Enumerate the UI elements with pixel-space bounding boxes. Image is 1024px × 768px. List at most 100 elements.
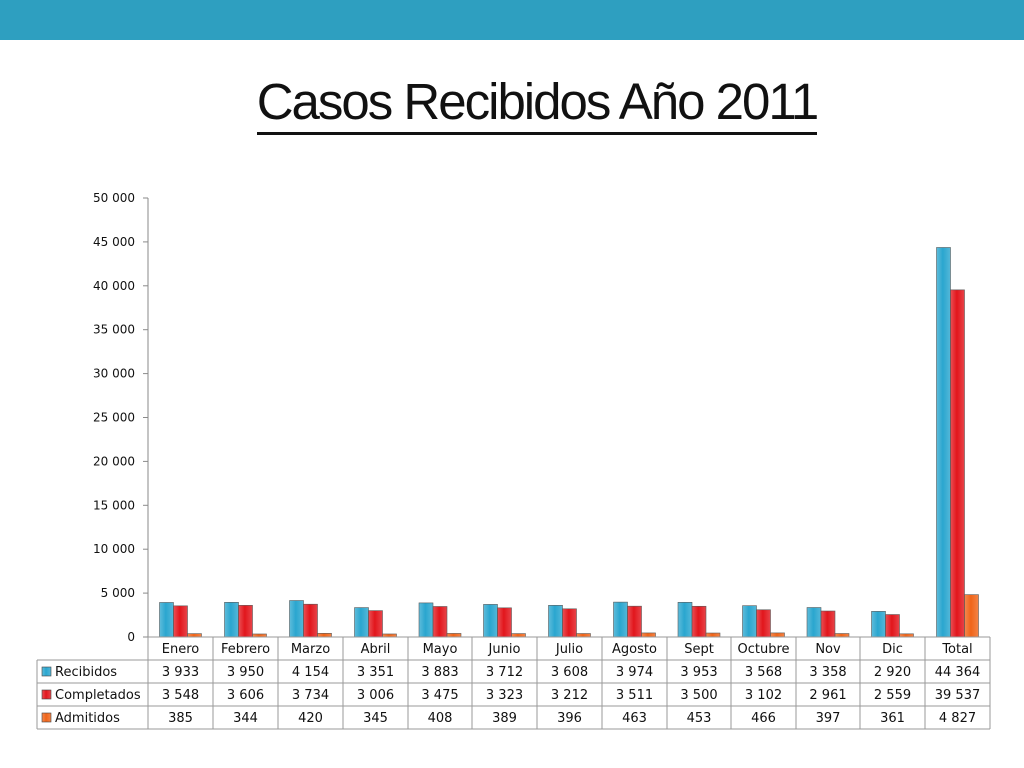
bar-recibidos-marzo <box>289 600 304 638</box>
y-tick-label: 5 000 <box>101 586 135 600</box>
data-label-completados: 3 475 <box>421 688 458 703</box>
bar-admitidos-junio <box>511 633 526 638</box>
data-table: Enero Febrero Marzo Abril Mayo Junio Julio Agos… <box>36 636 991 730</box>
data-label-admitidos: 345 <box>363 711 388 726</box>
data-label-recibidos: 3 568 <box>745 665 782 680</box>
data-label-recibidos: 3 608 <box>551 665 588 680</box>
y-tick-label: 45 000 <box>93 235 135 249</box>
bar-admitidos-marzo <box>317 633 332 638</box>
bar-recibidos-sept <box>677 601 693 638</box>
data-label-recibidos: 4 154 <box>292 665 329 680</box>
data-label-admitidos: 389 <box>492 711 517 726</box>
data-label-recibidos: 3 883 <box>421 665 458 680</box>
data-label-recibidos: 3 712 <box>486 665 523 680</box>
category-label: Sept <box>684 642 714 657</box>
data-label-recibidos: 44 364 <box>935 665 981 680</box>
bar-recibidos-abril <box>354 607 369 638</box>
data-label-completados: 3 511 <box>616 688 653 703</box>
y-tick-label: 40 000 <box>93 279 135 293</box>
bar-admitidos-agosto <box>641 632 656 638</box>
data-label-admitidos: 466 <box>751 711 776 726</box>
legend-label-completados: Completados <box>55 688 141 703</box>
data-label-completados: 3 734 <box>292 688 329 703</box>
bar-recibidos-julio <box>548 605 563 638</box>
data-label-completados: 2 961 <box>809 688 846 703</box>
legend-swatch-admitidos <box>41 712 52 723</box>
y-tick-label: 10 000 <box>93 542 135 556</box>
category-label: Agosto <box>612 642 657 657</box>
legend-swatch-recibidos <box>41 666 52 677</box>
y-tick-label: 50 000 <box>93 191 135 205</box>
data-label-admitidos: 396 <box>557 711 582 726</box>
category-label: Junio <box>488 642 521 657</box>
bar-recibidos-junio <box>483 604 498 638</box>
category-label: Octubre <box>737 642 789 657</box>
data-label-recibidos: 3 933 <box>162 665 199 680</box>
bar-completados-enero <box>173 605 188 638</box>
bar-completados-nov <box>820 610 836 638</box>
bar-completados-marzo <box>303 603 318 638</box>
bar-admitidos-julio <box>576 633 591 638</box>
bar-admitidos-total <box>964 594 979 638</box>
data-label-recibidos: 3 358 <box>809 665 846 680</box>
data-label-recibidos: 2 920 <box>874 665 911 680</box>
y-tick-label: 35 000 <box>93 323 135 337</box>
legend-label-recibidos: Recibidos <box>55 665 117 680</box>
data-label-recibidos: 3 351 <box>357 665 394 680</box>
data-label-completados: 3 606 <box>227 688 264 703</box>
bar-admitidos-sept <box>705 632 721 638</box>
data-label-admitidos: 361 <box>880 711 905 726</box>
data-label-recibidos: 3 974 <box>616 665 653 680</box>
y-tick-label: 20 000 <box>93 454 135 468</box>
page-title: Casos Recibidos Año 2011 <box>256 74 819 135</box>
y-tick-label: 25 000 <box>93 411 135 425</box>
bar-recibidos-octubre <box>742 605 757 638</box>
data-label-admitidos: 397 <box>816 711 841 726</box>
y-tick-label: 0 <box>127 630 135 644</box>
bar-recibidos-agosto <box>613 601 628 638</box>
bar-completados-sept <box>691 605 707 638</box>
bar-completados-total <box>950 289 965 638</box>
bar-admitidos-mayo <box>446 633 462 638</box>
bar-recibidos-dic <box>871 611 886 638</box>
data-label-completados: 3 548 <box>162 688 199 703</box>
legend-label-admitidos: Admitidos <box>55 711 120 726</box>
category-label: Enero <box>162 642 200 657</box>
data-label-recibidos: 3 953 <box>680 665 717 680</box>
bar-completados-octubre <box>756 609 771 638</box>
bars <box>159 247 979 638</box>
data-label-completados: 3 323 <box>486 688 523 703</box>
bar-recibidos-mayo <box>418 602 434 638</box>
data-label-admitidos: 420 <box>298 711 323 726</box>
bar-recibidos-total <box>936 247 951 638</box>
y-tick-label: 30 000 <box>93 367 135 381</box>
page-title-wrapper: Casos Recibidos Año 2011 <box>0 72 1024 135</box>
y-tick-label: 15 000 <box>93 498 135 512</box>
data-label-admitidos: 385 <box>168 711 193 726</box>
data-label-completados: 2 559 <box>874 688 911 703</box>
category-label: Julio <box>555 642 583 657</box>
bar-recibidos-nov <box>806 607 822 638</box>
category-label: Febrero <box>221 642 270 657</box>
data-label-recibidos: 3 950 <box>227 665 264 680</box>
bar-completados-julio <box>562 608 577 638</box>
data-label-admitidos: 408 <box>428 711 453 726</box>
bar-admitidos-enero <box>187 633 202 638</box>
header-bar <box>0 0 1024 40</box>
legend-swatch-completados <box>41 689 52 700</box>
data-label-admitidos: 344 <box>233 711 258 726</box>
bar-completados-dic <box>885 614 900 638</box>
data-label-admitidos: 453 <box>687 711 712 726</box>
data-label-completados: 3 212 <box>551 688 588 703</box>
category-label: Mayo <box>423 642 458 657</box>
category-label: Nov <box>815 642 841 657</box>
y-axis: 0 5 000 10 000 15 000 20 000 25 000 30 000 35 0… <box>93 191 149 644</box>
bar-admitidos-octubre <box>770 632 785 638</box>
bar-completados-mayo <box>432 606 448 638</box>
data-label-completados: 39 537 <box>935 688 981 703</box>
data-label-completados: 3 006 <box>357 688 394 703</box>
bar-recibidos-enero <box>159 602 174 638</box>
bar-completados-agosto <box>627 605 642 638</box>
data-label-completados: 3 500 <box>680 688 717 703</box>
